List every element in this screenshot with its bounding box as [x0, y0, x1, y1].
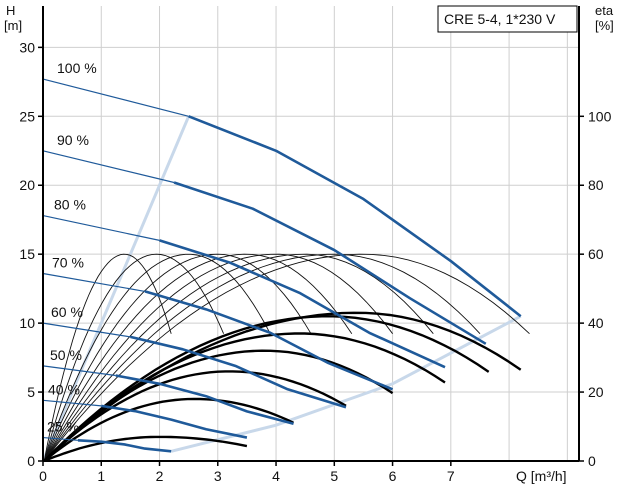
x-tick-label: 6 — [389, 468, 397, 484]
y-left-tick-label: 0 — [27, 453, 35, 469]
head-curve — [130, 335, 347, 409]
y-left-tick-label: 5 — [27, 384, 35, 400]
y-right-tick-label: 100 — [588, 108, 612, 124]
efficiency-curves-thin — [43, 253, 530, 462]
y-right-tick-label: 60 — [588, 246, 604, 262]
speed-label: 60 % — [51, 304, 83, 320]
efficiency-curve-thin — [43, 253, 434, 462]
efficiency-curve-thick — [43, 435, 248, 463]
speed-label: 80 % — [54, 197, 86, 213]
head-curve-thin — [42, 365, 116, 377]
y-left-tick-label: 25 — [19, 108, 35, 124]
x-tick-label: 5 — [330, 468, 338, 484]
envelope-upper — [41, 115, 191, 462]
head-curve-thin — [42, 78, 189, 117]
tick-labels: 0 1 2 3 4 5 6 7 0 5 10 15 20 25 30 0 20 40 60 80 100 — [19, 39, 611, 484]
head-curve — [173, 181, 487, 345]
chart-title: CRE 5-4, 1*230 V — [444, 11, 556, 27]
y-right-tick-label: 20 — [588, 384, 604, 400]
efficiency-curve-thin — [43, 253, 530, 462]
x-tick-label: 7 — [447, 468, 455, 484]
x-tick-label: 0 — [39, 468, 47, 484]
head-curve — [188, 115, 522, 318]
head-curve — [159, 239, 446, 369]
efficiency-curve-thin — [43, 253, 481, 462]
speed-label: 50 % — [50, 347, 82, 363]
y-right-axis-label-unit: [%] — [595, 18, 614, 33]
head-curve-thin — [42, 272, 146, 293]
head-curve — [144, 290, 394, 391]
y-right-axis-label-eta: eta — [595, 3, 614, 18]
x-axis-label: Q [m³/h] — [516, 468, 567, 484]
grid — [43, 6, 579, 461]
head-curve-thin — [42, 436, 79, 441]
title-box — [437, 5, 578, 33]
head-curve-thin — [42, 399, 102, 407]
efficiency-curve-thin — [43, 253, 172, 462]
y-left-tick-label: 10 — [19, 315, 35, 331]
efficiency-curve-thick — [43, 397, 295, 462]
speed-label: 70 % — [52, 254, 84, 270]
head-curves — [42, 78, 522, 453]
head-curve-thin — [42, 322, 131, 338]
x-tick-label: 2 — [156, 468, 164, 484]
x-tick-label: 1 — [97, 468, 105, 484]
y-left-axis-label-h: H — [6, 3, 15, 18]
efficiency-curve-thick — [43, 349, 394, 462]
y-right-tick-label: 80 — [588, 177, 604, 193]
head-curve-thin — [42, 150, 175, 184]
y-left-axis-label-unit: [m] — [4, 18, 22, 33]
speed-label: 25 % — [47, 419, 79, 435]
efficiency-curves-thick — [43, 311, 522, 463]
efficiency-curve-thin — [43, 253, 312, 462]
head-curve-thin — [42, 214, 160, 241]
efficiency-curve-thin — [43, 253, 271, 462]
efficiency-curve-thin — [43, 253, 393, 462]
axes — [42, 6, 580, 462]
x-tick-label: 4 — [272, 468, 280, 484]
y-left-tick-label: 20 — [19, 177, 35, 193]
efficiency-curve-thick — [43, 370, 347, 462]
y-left-tick-label: 30 — [19, 39, 35, 55]
y-left-tick-label: 15 — [19, 246, 35, 262]
head-curve — [77, 439, 172, 453]
head-curve — [115, 374, 294, 426]
y-right-tick-label: 40 — [588, 315, 604, 331]
efficiency-curve-thick — [43, 315, 490, 462]
efficiency-curve-thin — [43, 253, 353, 462]
y-right-tick-label: 0 — [588, 453, 596, 469]
speed-label: 40 % — [48, 381, 80, 397]
x-tick-label: 3 — [214, 468, 222, 484]
speed-label: 90 % — [57, 132, 89, 148]
speed-labels: 100 % 90 % 80 % 70 % 60 % 50 % 40 % 25 % — [47, 60, 97, 434]
efficiency-curve-thin — [43, 253, 225, 462]
speed-label: 100 % — [57, 60, 97, 76]
head-curve — [101, 404, 248, 439]
